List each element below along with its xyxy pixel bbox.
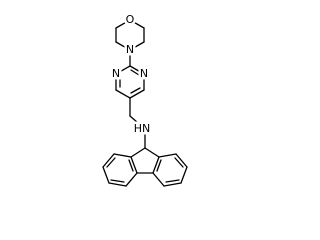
atom-label: N — [140, 67, 148, 80]
atom-label: O — [126, 13, 135, 26]
bonds — [102, 19, 188, 187]
molecule-diagram: O N N N HN — [102, 13, 188, 187]
atom-label: HN — [134, 122, 151, 135]
atom-label: N — [126, 43, 134, 56]
atom-label: N — [112, 67, 120, 80]
